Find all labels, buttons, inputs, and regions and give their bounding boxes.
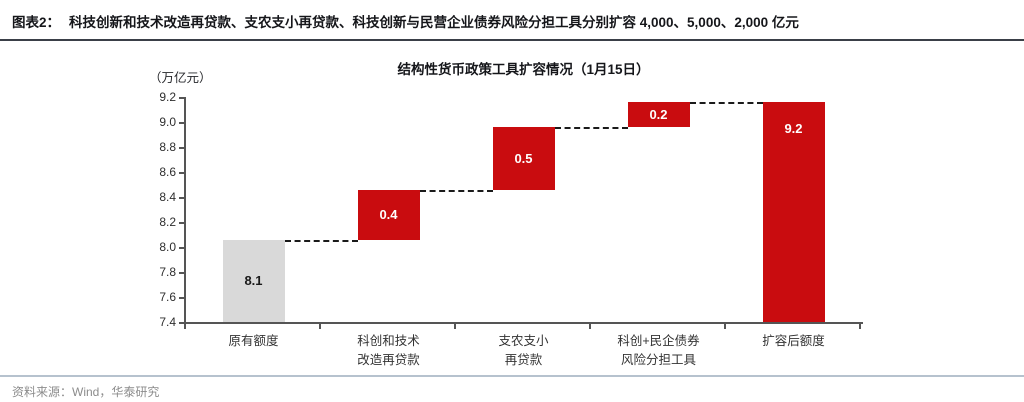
dashed-connector — [419, 189, 493, 192]
waterfall-bar: 0.2 — [627, 102, 690, 127]
dashed-connector — [689, 102, 763, 104]
x-axis-tick — [724, 324, 726, 329]
y-axis-tick-label: 7.6 — [159, 290, 176, 304]
y-axis-tick-label: 8.2 — [159, 215, 176, 229]
figure-footer: 资料来源：Wind，华泰研究 — [0, 375, 1024, 400]
y-axis-tick — [179, 247, 184, 249]
y-axis-tick — [179, 222, 184, 224]
dashed-connector — [554, 127, 628, 129]
x-axis-category-label: 科创和技术改造再贷款 — [321, 332, 456, 370]
y-axis-tick-label: 8.0 — [159, 240, 176, 254]
x-axis-category-label: 科创+民企债券 风险分担工具 — [591, 332, 726, 370]
y-axis-line — [184, 97, 186, 324]
chart-title: 结构性货币政策工具扩容情况（1月15日） — [397, 62, 650, 77]
waterfall-bar: 0.5 — [492, 127, 555, 190]
source-note: 资料来源：Wind，华泰研究 — [12, 385, 160, 399]
bar-value-label: 0.2 — [649, 107, 668, 122]
x-axis-category-label: 原有额度 — [186, 332, 321, 351]
waterfall-bar: 8.1 — [222, 239, 285, 322]
y-axis-tick-label: 9.2 — [159, 90, 176, 104]
x-axis-category-line: 科创和技术 — [357, 334, 420, 348]
x-axis-category-line: 科创+民企债券 — [617, 334, 700, 348]
x-axis-tick — [184, 324, 186, 329]
y-axis-tick-label: 7.4 — [159, 315, 176, 329]
y-axis-tick — [179, 147, 184, 149]
x-axis-tick — [454, 324, 456, 329]
waterfall-bar: 0.4 — [357, 189, 420, 240]
x-axis-tick — [859, 324, 861, 329]
x-axis-line — [184, 322, 863, 324]
y-axis-tick — [179, 297, 184, 299]
y-axis-tick-label: 8.4 — [159, 190, 176, 204]
y-axis-tick-label: 8.8 — [159, 140, 176, 154]
figure-title: 科技创新和技术改造再贷款、支农支小再贷款、科技创新与民营企业债券风险分担工具分别… — [69, 15, 799, 30]
x-axis-category-line: 再贷款 — [504, 353, 543, 367]
x-axis-tick — [319, 324, 321, 329]
bar-value-label: 0.4 — [379, 207, 398, 222]
x-axis-tick — [589, 324, 591, 329]
y-axis-tick — [179, 322, 184, 324]
y-axis-tick — [179, 172, 184, 174]
y-axis-unit-label: （万亿元） — [149, 71, 212, 85]
y-axis-tick-label: 7.8 — [159, 265, 176, 279]
x-axis-category-line: 改造再贷款 — [357, 353, 420, 367]
x-axis-category-line: 风险分担工具 — [620, 353, 696, 367]
bar-value-label: 8.1 — [244, 273, 263, 289]
x-axis-category-line: 支农支小 — [498, 334, 549, 348]
figure-header: 图表2： 科技创新和技术改造再贷款、支农支小再贷款、科技创新与民营企业债券风险分… — [0, 0, 1024, 41]
waterfall-bar: 9.2 — [762, 102, 825, 322]
bar-value-label: 9.2 — [784, 121, 803, 136]
x-axis-category-line: 扩容后额度 — [762, 334, 825, 348]
y-axis-tick-label: 8.6 — [159, 165, 176, 179]
y-axis-tick-label: 9.0 — [159, 115, 176, 129]
dashed-connector — [284, 239, 358, 242]
bar-value-label: 0.5 — [514, 150, 533, 166]
x-axis-category-line: 原有额度 — [228, 334, 279, 348]
y-axis-tick — [179, 97, 184, 99]
x-axis-category-label: 扩容后额度 — [726, 332, 861, 351]
y-axis-tick — [179, 197, 184, 199]
x-axis-category-label: 支农支小 再贷款 — [456, 332, 591, 370]
figure-number-label: 图表2： — [12, 15, 61, 30]
y-axis-tick — [179, 122, 184, 124]
y-axis-tick — [179, 272, 184, 274]
